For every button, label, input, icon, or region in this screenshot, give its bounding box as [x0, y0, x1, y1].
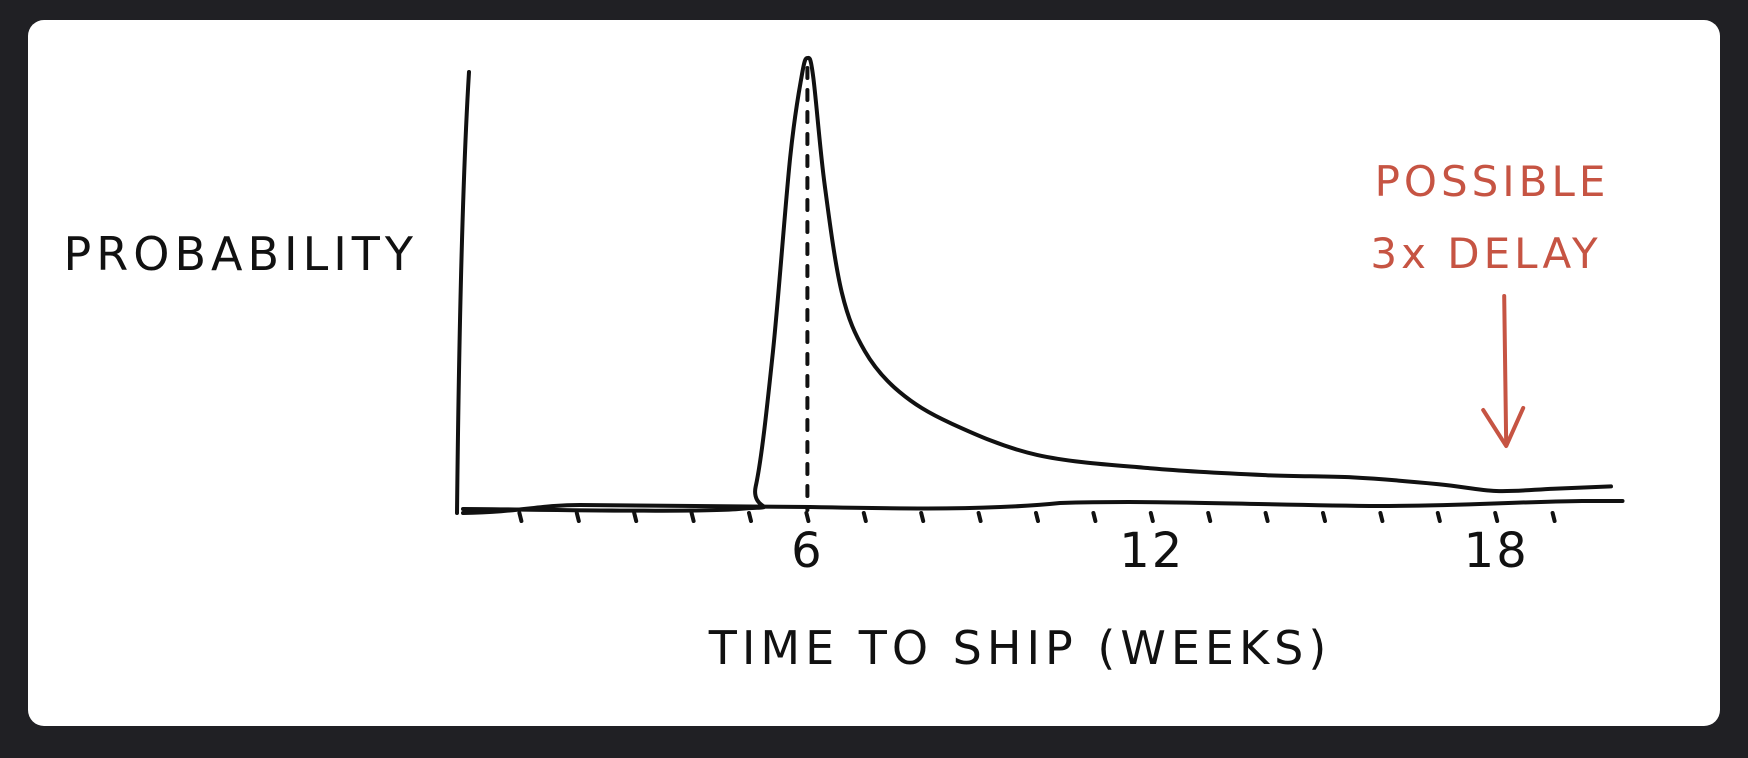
x-tick-mark [861, 511, 868, 523]
x-tick-mark [1148, 511, 1155, 523]
x-axis-line [461, 498, 1625, 515]
x-tick-mark [1378, 511, 1385, 523]
x-tick-mark [1493, 511, 1500, 523]
x-axis-title: TIME TO SHIP (WEEKS) [708, 621, 1332, 675]
annotation-group: POSSIBLE 3x DELAY [1370, 157, 1610, 278]
label-layer: 6 12 18 [791, 294, 1529, 579]
x-tick-mark [804, 511, 811, 523]
annotation-line-1: POSSIBLE [1375, 157, 1610, 206]
ticks-layer [517, 511, 1557, 523]
x-tick-mark [517, 511, 524, 523]
x-tick-mark [747, 511, 753, 523]
x-tick-mark [574, 511, 581, 523]
x-tick-label: 18 [1464, 523, 1529, 579]
y-axis-title: PROBABILITY [64, 227, 418, 281]
y-axis-line [455, 70, 471, 515]
annotation-arrow-head [1481, 406, 1526, 448]
x-tick-mark [1550, 511, 1557, 523]
x-tick-mark [976, 511, 983, 523]
curve-layer [461, 55, 1613, 513]
x-tick-mark [689, 511, 696, 523]
x-tick-label: 12 [1119, 523, 1184, 579]
x-tick-mark [1263, 511, 1270, 523]
x-tick-mark [1206, 511, 1213, 523]
annotation-line-2: 3x DELAY [1370, 229, 1601, 278]
annotation-arrow-shaft [1502, 294, 1509, 447]
x-tick-mark [1435, 511, 1442, 523]
x-tick-mark [632, 511, 639, 523]
x-tick-mark [1321, 511, 1327, 523]
x-tick-mark [1091, 511, 1098, 523]
chart-card [28, 20, 1720, 726]
x-tick-mark [1034, 511, 1040, 523]
x-tick-mark [919, 511, 926, 523]
x-tick-label: 6 [791, 523, 824, 579]
axes-layer [455, 70, 1625, 515]
distribution-curve [461, 55, 1613, 513]
